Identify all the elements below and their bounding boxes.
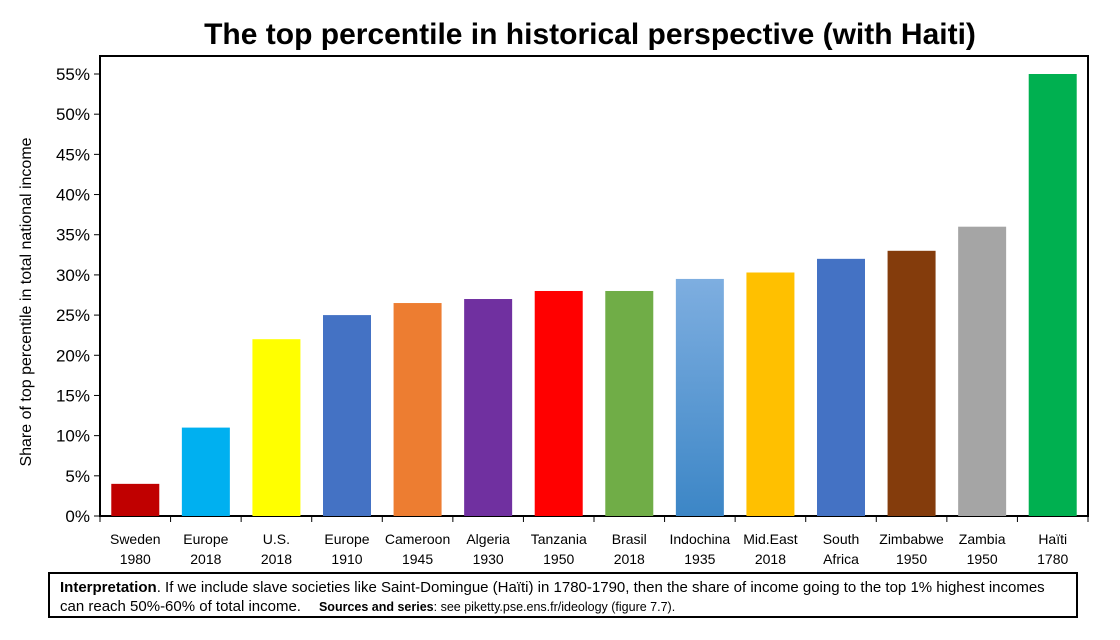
- x-tick-label: Mid.East: [743, 531, 798, 547]
- x-tick-label: 1950: [967, 551, 998, 567]
- x-tick-label: Indochina: [669, 531, 730, 547]
- y-tick-label: 0%: [65, 507, 90, 526]
- y-tick-label: 15%: [56, 386, 90, 405]
- x-tick-label: 1935: [684, 551, 715, 567]
- x-tick-label: Tanzania: [531, 531, 587, 547]
- x-tick-label: 1950: [543, 551, 574, 567]
- y-tick-label: 45%: [56, 145, 90, 164]
- x-tick-label: U.S.: [263, 531, 290, 547]
- x-tick-label: 1780: [1037, 551, 1068, 567]
- bar: [887, 250, 936, 517]
- x-tick-label: Europe: [324, 531, 369, 547]
- bar: [464, 299, 513, 516]
- bar: [746, 272, 795, 516]
- y-tick-label: 25%: [56, 306, 90, 325]
- bars: [111, 74, 1077, 517]
- y-tick-label: 40%: [56, 186, 90, 205]
- bar: [323, 315, 371, 516]
- x-axis: Sweden 1980 Europe 2018 U.S. 2018 Europe 1910 Ca…: [99, 516, 1089, 567]
- sources-label: Sources and series: [318, 600, 434, 614]
- chart-title: The top percentile in historical perspec…: [204, 18, 976, 51]
- x-tick-label: 1950: [896, 551, 927, 567]
- x-tick-label: Algeria: [466, 531, 510, 547]
- y-tick-label: 35%: [56, 226, 90, 245]
- x-tick-label: 2018: [261, 551, 292, 567]
- x-tick-label: 2018: [190, 551, 221, 567]
- y-tick-label: 10%: [56, 427, 90, 446]
- sources-text: : see piketty.pse.ens.fr/ideology (figur…: [433, 600, 676, 614]
- y-tick-label: 50%: [56, 105, 90, 124]
- x-tick-label: 1980: [120, 551, 151, 567]
- x-tick-label: Brasil: [612, 531, 647, 547]
- interpretation-label: Interpretation: [60, 579, 157, 596]
- y-axis-label: Share of top percentile in total nationa…: [18, 137, 35, 466]
- x-tick-label: Sweden: [110, 531, 161, 547]
- x-tick-label: 2018: [614, 551, 645, 567]
- bar-chart: 0% 5% 10% 15% 20% 25% 30% 35% 40% 45% 50% 55% Swede…: [18, 55, 1089, 567]
- bar: [181, 427, 230, 516]
- bar: [817, 258, 865, 516]
- bar: [958, 226, 1007, 516]
- y-tick-label: 5%: [65, 467, 90, 486]
- bar: [252, 339, 301, 516]
- x-tick-label: 1945: [402, 551, 433, 567]
- x-tick-label: Zambia: [959, 531, 1006, 547]
- bar: [1028, 74, 1077, 516]
- bar: [675, 278, 724, 516]
- bar: [111, 483, 160, 516]
- x-tick-label: Europe: [183, 531, 228, 547]
- y-tick-label: 20%: [56, 346, 90, 365]
- bar: [605, 290, 654, 516]
- x-tick-label: Zimbabwe: [879, 531, 944, 547]
- x-tick-label: South: [823, 531, 860, 547]
- bar: [534, 290, 583, 516]
- bar: [393, 303, 442, 516]
- x-tick-label: Cameroon: [385, 531, 450, 547]
- interpretation-text: . If we include slave societies like Sai…: [60, 579, 1045, 615]
- x-tick-label: Haïti: [1038, 531, 1067, 547]
- y-tick-label: 30%: [56, 266, 90, 285]
- interpretation-box: Interpretation. If we include slave soci…: [48, 572, 1078, 618]
- x-tick-label: 1910: [331, 551, 362, 567]
- x-tick-label: 2018: [755, 551, 786, 567]
- x-tick-label: 1930: [473, 551, 504, 567]
- x-tick-label: Africa: [823, 551, 859, 567]
- y-axis: 0% 5% 10% 15% 20% 25% 30% 35% 40% 45% 50% 55%: [56, 65, 100, 526]
- y-tick-label: 55%: [56, 65, 90, 84]
- plot-frame: [99, 55, 1089, 517]
